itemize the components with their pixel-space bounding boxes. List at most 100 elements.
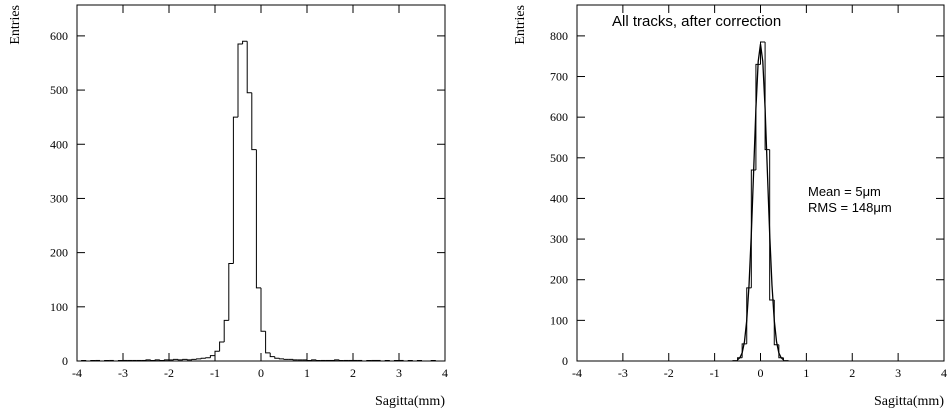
histogram-bin <box>200 357 206 359</box>
histogram-bin <box>237 43 243 118</box>
histogram-bin <box>182 358 188 360</box>
histogram-bin <box>85 360 91 362</box>
histogram-bin <box>274 356 280 359</box>
histogram-bin <box>366 359 372 361</box>
histogram-bin <box>177 359 183 361</box>
histogram-bin <box>393 359 399 361</box>
x-tick-label: 3 <box>895 366 901 380</box>
histogram-bin <box>246 41 252 94</box>
histogram-bin <box>81 359 87 361</box>
y-tick-label: 400 <box>50 137 68 151</box>
histogram-bin <box>750 169 756 288</box>
histogram-bin <box>104 359 110 361</box>
x-tick-label: 0 <box>258 366 264 380</box>
histogram-bin <box>265 331 271 354</box>
histogram-bin <box>214 350 220 356</box>
histogram-bin <box>219 341 225 352</box>
x-tick-label: 1 <box>803 366 809 380</box>
x-tick-label: 1 <box>304 366 310 380</box>
y-tick-label: 100 <box>550 313 568 327</box>
histogram-bin <box>163 359 169 361</box>
histogram-bin <box>306 359 312 361</box>
y-tick-label: 200 <box>50 246 68 260</box>
x-tick-label: 3 <box>396 366 402 380</box>
x-tick-label: 4 <box>442 366 448 380</box>
x-axis-label: Sagitta(mm) <box>375 394 445 409</box>
x-axis-label: Sagitta(mm) <box>874 394 944 409</box>
histogram-bin <box>205 357 211 359</box>
y-tick-label: 200 <box>550 273 568 287</box>
histogram-bin <box>223 319 229 343</box>
x-tick-label: -4 <box>72 366 82 380</box>
histogram-bin <box>150 359 156 361</box>
y-axis-label: Entries <box>513 5 528 45</box>
x-tick-label: -2 <box>164 366 174 380</box>
histogram-bin <box>384 359 390 361</box>
histogram-bin <box>755 63 761 170</box>
histogram-bin <box>173 358 179 360</box>
y-tick-label: 800 <box>550 29 568 43</box>
histogram-bin <box>209 355 215 358</box>
x-tick-label: -1 <box>210 366 220 380</box>
histogram-bin <box>159 359 165 361</box>
histogram-bin <box>186 359 192 361</box>
histogram-bin <box>338 359 344 361</box>
y-tick-label: 0 <box>62 354 68 368</box>
histogram-bin <box>232 116 238 264</box>
histogram-bin <box>255 149 261 289</box>
histogram-bin <box>251 92 257 151</box>
x-tick-label: 4 <box>941 366 947 380</box>
x-tick-label: 2 <box>849 366 855 380</box>
histogram-bin <box>283 358 289 360</box>
histogram-bin <box>435 360 441 362</box>
y-tick-label: 100 <box>50 300 68 314</box>
x-tick-label: -3 <box>618 366 628 380</box>
histogram-bin <box>334 359 340 361</box>
histogram-bin <box>90 359 96 361</box>
histogram-bin <box>260 287 266 332</box>
histogram-bin <box>421 360 427 362</box>
y-tick-label: 300 <box>50 191 68 205</box>
x-tick-label: -4 <box>572 366 582 380</box>
histogram-bin <box>315 359 321 361</box>
y-tick-label: 600 <box>550 110 568 124</box>
y-tick-label: 0 <box>562 354 568 368</box>
histogram-bin <box>242 40 248 45</box>
annotation: Mean = 5μm <box>808 184 881 199</box>
histogram-bin <box>196 358 202 360</box>
histogram-bin <box>228 262 234 321</box>
histogram-bin <box>311 359 317 361</box>
histogram-bin <box>361 360 367 362</box>
histogram-bin <box>430 359 436 361</box>
histogram-bin <box>117 359 123 361</box>
x-tick-label: 0 <box>758 366 764 380</box>
histogram-bin <box>113 360 119 362</box>
histogram-bin <box>403 360 409 362</box>
y-axis-label: Entries <box>8 5 23 45</box>
x-tick-label: -1 <box>710 366 720 380</box>
histogram-bin <box>760 41 766 65</box>
x-tick-label: -3 <box>118 366 128 380</box>
y-tick-label: 600 <box>50 29 68 43</box>
y-tick-label: 400 <box>550 191 568 205</box>
histogram-bin <box>269 352 275 358</box>
histogram-bin <box>407 359 413 361</box>
annotation: RMS = 148μm <box>808 200 892 215</box>
y-tick-label: 500 <box>50 83 68 97</box>
y-tick-label: 500 <box>550 151 568 165</box>
histogram-bin <box>278 358 284 360</box>
plot-title: All tracks, after correction <box>612 13 781 30</box>
histogram-bin <box>416 359 422 361</box>
x-tick-label: 2 <box>350 366 356 380</box>
histogram-bin <box>380 360 386 362</box>
y-tick-label: 700 <box>550 70 568 84</box>
histogram-bin <box>191 358 197 360</box>
x-tick-label: -2 <box>664 366 674 380</box>
histogram-bin <box>145 359 151 361</box>
fit-curve <box>737 43 784 361</box>
y-tick-label: 300 <box>550 232 568 246</box>
histogram-bin <box>412 360 418 362</box>
histogram-bin <box>154 359 160 361</box>
histogram-bin <box>389 360 395 362</box>
